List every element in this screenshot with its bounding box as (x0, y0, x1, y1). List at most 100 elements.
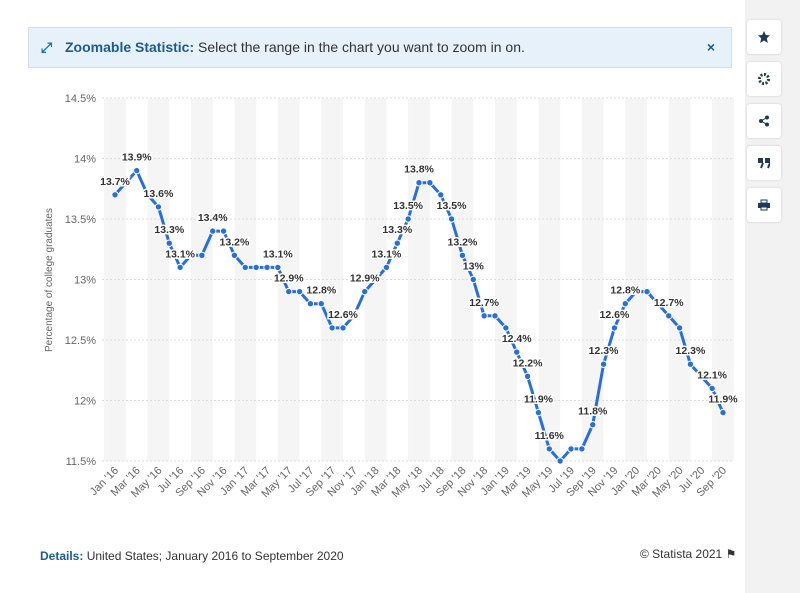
banner-text: Select the range in the chart you want t… (198, 39, 525, 55)
footer-details: Details: United States; January 2016 to … (40, 549, 344, 563)
data-point (632, 287, 640, 296)
data-point (491, 312, 499, 320)
data-label: 13% (463, 261, 485, 273)
data-label: 12.6% (328, 309, 358, 321)
band (191, 98, 213, 461)
y-tick-label: 13% (74, 275, 96, 287)
data-label: 12.7% (469, 297, 499, 309)
quote-icon (758, 158, 770, 169)
data-point (599, 360, 608, 368)
data-label: 12.9% (274, 273, 304, 285)
cite-button[interactable] (747, 146, 781, 180)
data-point (176, 263, 184, 272)
data-label: 11.9% (524, 394, 554, 406)
copyright: © Statista 2021 ⚑ (640, 547, 737, 561)
data-point (219, 227, 228, 235)
data-point (523, 372, 532, 380)
star-icon (758, 31, 770, 43)
data-label: 13.6% (144, 188, 174, 200)
data-point (263, 263, 271, 272)
data-label: 13.4% (198, 212, 228, 224)
data-label: 13.3% (154, 224, 184, 236)
data-point (719, 408, 727, 417)
data-point (404, 215, 412, 223)
print-icon (758, 199, 770, 211)
data-point (556, 457, 564, 465)
print-button[interactable] (747, 188, 781, 222)
share-button[interactable] (747, 104, 781, 138)
data-label: 11.6% (535, 430, 565, 442)
data-point (187, 251, 195, 260)
data-point (339, 324, 347, 332)
data-point (675, 324, 684, 332)
data-point (252, 263, 260, 272)
data-point (241, 263, 249, 272)
data-label: 12.9% (350, 273, 380, 285)
data-label: 13.2% (448, 236, 478, 248)
data-label: 13.1% (165, 248, 195, 260)
data-point (567, 445, 575, 453)
data-point (513, 348, 521, 356)
y-tick-label: 12% (74, 396, 96, 408)
data-label: 13.5% (437, 200, 467, 212)
data-point (350, 312, 358, 320)
banner-label: Zoomable Statistic: (65, 39, 195, 55)
data-point (415, 179, 423, 187)
data-point (621, 300, 629, 308)
data-point (306, 300, 315, 308)
data-point (426, 179, 434, 187)
data-point (328, 324, 336, 332)
data-point (610, 324, 619, 332)
data-point (708, 384, 716, 393)
data-point (545, 445, 553, 453)
zoom-banner: ⤢ Zoomable Statistic: Select the range i… (28, 27, 732, 68)
close-button[interactable]: × (706, 39, 715, 55)
data-point (665, 312, 673, 320)
data-point (480, 312, 488, 320)
data-point (697, 372, 705, 380)
data-point (317, 300, 325, 308)
data-point (165, 239, 173, 247)
band (495, 98, 517, 461)
data-point (295, 287, 304, 296)
data-point (643, 287, 651, 296)
card: ⤢ Zoomable Statistic: Select the range i… (0, 0, 745, 593)
data-point (654, 300, 662, 308)
data-label: 13.2% (220, 236, 250, 248)
data-point (437, 191, 445, 199)
data-point (458, 251, 467, 260)
zoom-icon: ⤢ (41, 39, 53, 55)
data-point (534, 408, 543, 417)
data-label: 12.8% (610, 285, 640, 297)
band (581, 98, 604, 461)
data-label: 12.4% (502, 333, 532, 345)
data-label: 11.8% (578, 406, 608, 418)
chart: Percentage of college graduates 11.5% 12%… (44, 93, 740, 500)
data-point (589, 421, 597, 429)
settings-button[interactable] (747, 62, 781, 96)
gear-icon (758, 73, 770, 85)
data-label: 12.1% (697, 369, 727, 381)
data-point (578, 445, 586, 453)
footer-text: United States; January 2016 to September… (86, 549, 344, 563)
band (277, 98, 300, 461)
data-point (361, 287, 369, 296)
data-point (274, 263, 282, 272)
data-label: 11.9% (708, 394, 738, 406)
data-point (230, 251, 239, 260)
data-label: 13.9% (122, 152, 152, 164)
data-label: 13.1% (372, 248, 402, 260)
data-point (371, 275, 380, 284)
data-point (393, 239, 401, 247)
data-point (143, 191, 152, 199)
y-tick-label: 12.5% (65, 335, 96, 347)
band (321, 98, 343, 461)
data-label: 13.1% (263, 248, 293, 260)
band (538, 98, 561, 461)
data-point (133, 166, 141, 175)
favorite-button[interactable] (747, 20, 781, 54)
copyright-text: © Statista 2021 (640, 547, 723, 561)
band (625, 98, 647, 461)
band (234, 98, 257, 461)
data-point (122, 179, 130, 187)
